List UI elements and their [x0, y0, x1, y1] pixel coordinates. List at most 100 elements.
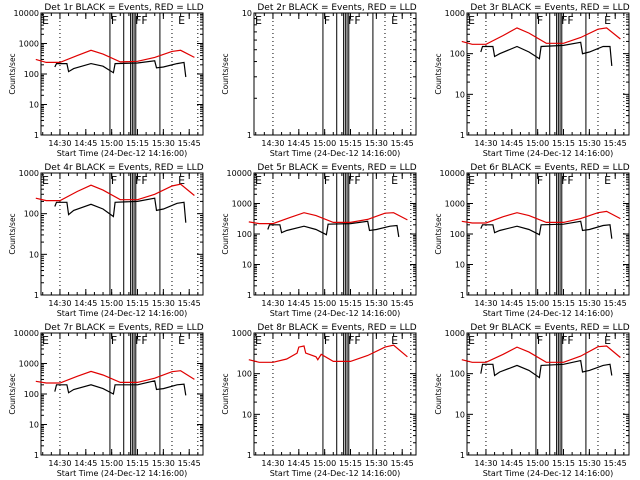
y-tick-label: 1000: [232, 329, 252, 338]
series-lld-line: [35, 183, 195, 202]
x-tick-label: 15:45: [604, 299, 627, 308]
segment-marker-label: FF: [561, 14, 574, 27]
y-axis-label: Counts/sec: [221, 373, 230, 414]
segment-marker-label: E: [391, 334, 398, 347]
segment-marker-label: FF: [348, 14, 361, 27]
x-tick-label: 15:15: [126, 139, 149, 148]
y-tick-label: 10000: [14, 329, 39, 338]
y-tick-label: 10: [455, 410, 465, 419]
x-tick-label: 15:30: [365, 299, 388, 308]
series-lld-line: [35, 49, 195, 64]
y-axis-label: Counts/sec: [8, 213, 17, 254]
plot-frame: [40, 172, 204, 296]
segment-marker-label: E: [255, 334, 262, 347]
x-tick-label: 15:15: [126, 299, 149, 308]
panel-title: Det 5r BLACK = Events, RED = LLD: [257, 163, 416, 173]
y-axis-label: Counts/sec: [8, 53, 17, 94]
series-lld-line: [461, 27, 621, 45]
series-lld-line: [248, 212, 408, 225]
segment-marker-label: E: [391, 174, 398, 187]
y-tick-label: 100: [450, 370, 465, 379]
y-tick-label: 100: [450, 50, 465, 59]
x-tick-label: 14:45: [500, 139, 523, 148]
x-tick-label: 14:30: [48, 139, 71, 148]
panel-title: Det 6r BLACK = Events, RED = LLD: [470, 163, 629, 173]
x-axis-label: Start Time (24-Dec-12 14:16:00): [483, 309, 614, 318]
x-tick-label: 14:45: [287, 139, 310, 148]
x-tick-label: 14:30: [261, 459, 284, 468]
panel-title: Det 3r BLACK = Events, RED = LLD: [470, 3, 629, 13]
segment-marker-label: E: [468, 334, 475, 347]
panel-det-6: Det 6r BLACK = Events, RED = LLD 1 10 100 10…: [434, 163, 630, 318]
x-tick-label: 14:45: [500, 459, 523, 468]
y-tick-label: 1: [247, 451, 252, 460]
plot-frame: [253, 172, 417, 296]
x-tick-label: 15:15: [339, 139, 362, 148]
segment-marker-label: F: [111, 334, 117, 347]
x-tick-label: 14:45: [74, 299, 97, 308]
x-tick-label: 15:00: [526, 459, 549, 468]
x-tick-label: 15:15: [339, 299, 362, 308]
x-tick-label: 15:00: [100, 459, 123, 468]
x-tick-label: 15:00: [313, 299, 336, 308]
x-tick-label: 15:15: [552, 459, 575, 468]
panel-det-2: Det 2r BLACK = Events, RED = LLD 1 10 Count…: [221, 3, 417, 158]
x-tick-label: 15:00: [313, 139, 336, 148]
panel-title: Det 8r BLACK = Events, RED = LLD: [257, 323, 416, 333]
y-tick-label: 100: [24, 390, 39, 399]
x-tick-label: 14:30: [261, 139, 284, 148]
segment-marker-label: E: [178, 174, 185, 187]
x-tick-label: 15:00: [313, 459, 336, 468]
series-events-line: [54, 60, 187, 78]
series-events-line: [480, 220, 613, 239]
x-tick-label: 15:15: [552, 139, 575, 148]
x-tick-label: 14:30: [474, 459, 497, 468]
segment-marker-label: E: [255, 14, 262, 27]
panel-det-5: Det 5r BLACK = Events, RED = LLD 1 10 100 10…: [221, 163, 417, 318]
segment-marker-label: E: [178, 14, 185, 27]
y-tick-label: 10000: [227, 169, 252, 178]
series-events-line: [54, 197, 187, 223]
x-axis-label: Start Time (24-Dec-12 14:16:00): [270, 469, 401, 478]
segment-marker-label: E: [604, 174, 611, 187]
series-lld-line: [461, 210, 621, 224]
x-tick-label: 14:30: [474, 299, 497, 308]
x-tick-label: 14:45: [287, 459, 310, 468]
y-tick-label: 1000: [19, 40, 39, 49]
x-tick-label: 15:45: [391, 459, 414, 468]
series-events-line: [480, 41, 613, 66]
panel-title: Det 7r BLACK = Events, RED = LLD: [44, 323, 203, 333]
panel-det-3: Det 3r BLACK = Events, RED = LLD 1 10 100 10…: [434, 3, 630, 158]
series-lld-line: [248, 344, 408, 363]
y-axis-label: Counts/sec: [8, 373, 17, 414]
y-tick-label: 1: [34, 291, 39, 300]
y-tick-label: 1000: [232, 200, 252, 209]
segment-marker-label: F: [324, 334, 330, 347]
y-tick-label: 100: [24, 210, 39, 219]
y-tick-label: 10: [242, 261, 252, 270]
x-axis-label: Start Time (24-Dec-12 14:16:00): [270, 309, 401, 318]
x-tick-label: 15:00: [526, 139, 549, 148]
y-tick-label: 10: [242, 410, 252, 419]
panel-det-8: Det 8r BLACK = Events, RED = LLD 1 10 100 10…: [221, 323, 417, 478]
y-tick-label: 100: [24, 70, 39, 79]
x-tick-label: 14:30: [48, 459, 71, 468]
x-tick-label: 15:45: [604, 139, 627, 148]
segment-marker-label: E: [255, 174, 262, 187]
y-tick-label: 10000: [14, 9, 39, 18]
panel-title: Det 9r BLACK = Events, RED = LLD: [470, 323, 629, 333]
y-tick-label: 1000: [445, 200, 465, 209]
x-axis-label: Start Time (24-Dec-12 14:16:00): [57, 149, 188, 158]
y-tick-label: 10: [455, 90, 465, 99]
y-tick-label: 1: [460, 131, 465, 140]
y-tick-label: 100: [450, 230, 465, 239]
series-events-line: [267, 220, 400, 238]
x-tick-label: 15:45: [178, 459, 201, 468]
segment-marker-label: E: [178, 334, 185, 347]
panel-det-4: Det 4r BLACK = Events, RED = LLD 1 10 100 10…: [8, 163, 204, 318]
y-axis-label: Counts/sec: [221, 53, 230, 94]
segment-marker-label: FF: [561, 334, 574, 347]
segment-marker-label: E: [391, 14, 398, 27]
y-tick-label: 10: [29, 250, 39, 259]
x-tick-label: 14:30: [474, 139, 497, 148]
